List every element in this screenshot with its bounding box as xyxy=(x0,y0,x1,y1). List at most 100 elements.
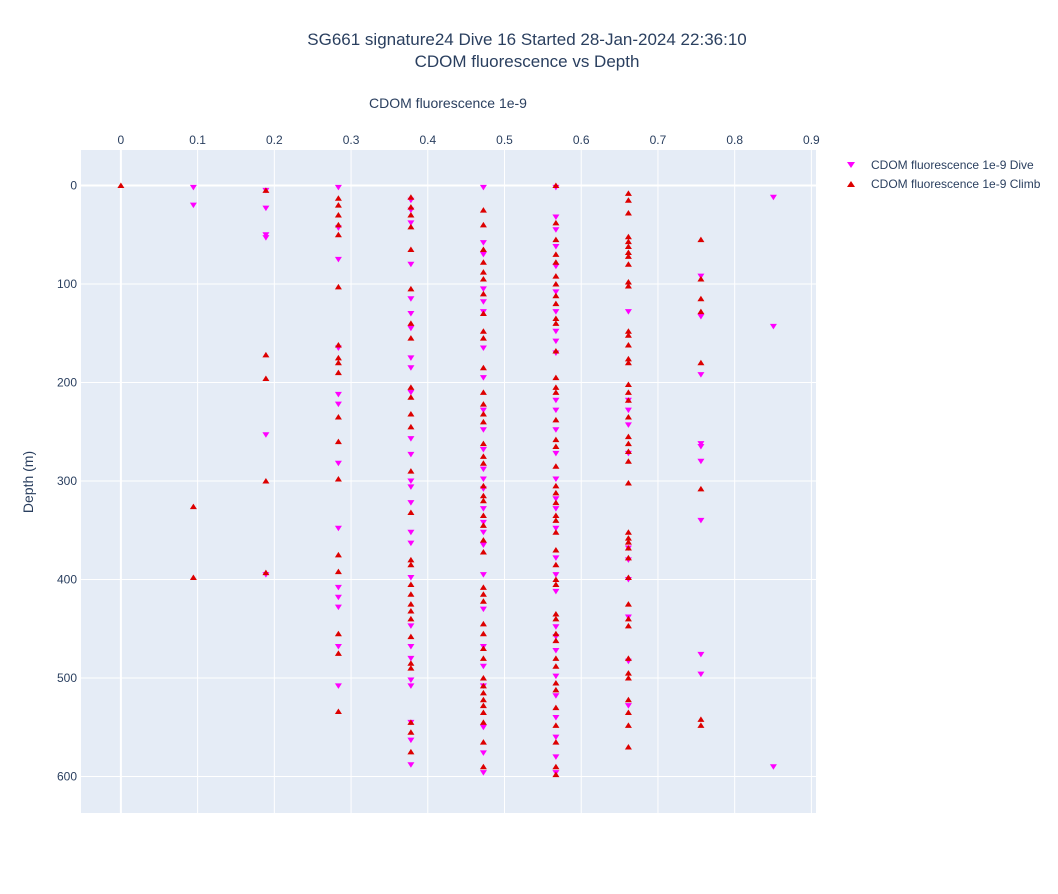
dive-point[interactable] xyxy=(479,345,487,352)
climb-point[interactable] xyxy=(552,686,560,693)
dive-point[interactable] xyxy=(552,588,560,595)
climb-point[interactable] xyxy=(552,436,560,443)
climb-point[interactable] xyxy=(624,332,632,338)
climb-point[interactable] xyxy=(334,630,342,637)
dive-point[interactable] xyxy=(552,407,560,414)
climb-point[interactable] xyxy=(552,763,560,770)
dive-point[interactable] xyxy=(334,525,342,532)
dive-point[interactable] xyxy=(624,422,632,428)
climb-point[interactable] xyxy=(624,359,632,366)
dive-point[interactable] xyxy=(407,540,415,547)
climb-point[interactable] xyxy=(624,210,632,216)
dive-point[interactable] xyxy=(407,220,415,226)
climb-point[interactable] xyxy=(624,190,632,196)
climb-point[interactable] xyxy=(334,354,342,361)
dive-point[interactable] xyxy=(769,323,777,330)
dive-point[interactable] xyxy=(479,240,487,246)
dive-point[interactable] xyxy=(479,506,487,512)
dive-point[interactable] xyxy=(189,184,197,191)
dive-point[interactable] xyxy=(552,427,560,433)
climb-point[interactable] xyxy=(262,351,270,358)
climb-point[interactable] xyxy=(479,645,487,651)
climb-point[interactable] xyxy=(407,556,415,563)
climb-point[interactable] xyxy=(334,359,342,366)
climb-point[interactable] xyxy=(479,276,487,282)
dive-point[interactable] xyxy=(552,496,560,502)
dive-point[interactable] xyxy=(334,401,342,408)
climb-point[interactable] xyxy=(479,584,487,590)
climb-point[interactable] xyxy=(479,682,487,689)
climb-point[interactable] xyxy=(479,221,487,228)
dive-point[interactable] xyxy=(407,325,415,332)
climb-point[interactable] xyxy=(552,320,560,326)
dive-point[interactable] xyxy=(769,194,777,201)
climb-point[interactable] xyxy=(552,517,560,523)
climb-point[interactable] xyxy=(624,381,632,387)
climb-point[interactable] xyxy=(624,554,632,561)
climb-point[interactable] xyxy=(552,663,560,669)
dive-point[interactable] xyxy=(407,478,415,485)
climb-point[interactable] xyxy=(624,197,632,203)
dive-point[interactable] xyxy=(407,484,415,490)
climb-point[interactable] xyxy=(552,374,560,381)
dive-point[interactable] xyxy=(552,214,560,220)
climb-point[interactable] xyxy=(552,771,560,778)
dive-point[interactable] xyxy=(334,594,342,601)
climb-point[interactable] xyxy=(479,522,487,528)
dive-point[interactable] xyxy=(479,251,487,258)
climb-point[interactable] xyxy=(407,468,415,474)
climb-point[interactable] xyxy=(624,249,632,255)
climb-point[interactable] xyxy=(552,482,560,489)
climb-point[interactable] xyxy=(552,443,560,450)
dive-point[interactable] xyxy=(697,313,705,320)
climb-point[interactable] xyxy=(334,650,342,656)
dive-point[interactable] xyxy=(407,261,415,268)
dive-point[interactable] xyxy=(552,338,560,345)
dive-point[interactable] xyxy=(407,677,415,684)
climb-point[interactable] xyxy=(697,295,705,302)
climb-point[interactable] xyxy=(262,478,270,484)
climb-point[interactable] xyxy=(407,285,415,292)
climb-point[interactable] xyxy=(479,207,487,213)
climb-point[interactable] xyxy=(479,739,487,745)
climb-point[interactable] xyxy=(552,219,560,226)
climb-point[interactable] xyxy=(479,290,487,297)
dive-point[interactable] xyxy=(624,309,632,315)
climb-point[interactable] xyxy=(479,696,487,703)
climb-point[interactable] xyxy=(552,300,560,307)
climb-point[interactable] xyxy=(552,499,560,506)
dive-point[interactable] xyxy=(697,441,705,447)
dive-point[interactable] xyxy=(552,506,560,512)
climb-point[interactable] xyxy=(334,438,342,445)
climb-point[interactable] xyxy=(552,292,560,299)
climb-point[interactable] xyxy=(624,458,632,464)
climb-point[interactable] xyxy=(552,704,560,711)
climb-point[interactable] xyxy=(552,637,560,644)
climb-point[interactable] xyxy=(624,535,632,541)
dive-point[interactable] xyxy=(479,476,487,483)
climb-point[interactable] xyxy=(624,233,632,240)
climb-point[interactable] xyxy=(407,212,415,218)
climb-point[interactable] xyxy=(697,308,705,315)
climb-point[interactable] xyxy=(334,342,342,348)
climb-point[interactable] xyxy=(479,548,487,555)
dive-point[interactable] xyxy=(334,604,342,611)
climb-point[interactable] xyxy=(697,359,705,366)
climb-point[interactable] xyxy=(479,689,487,696)
climb-point[interactable] xyxy=(552,182,560,188)
climb-point[interactable] xyxy=(407,581,415,587)
climb-point[interactable] xyxy=(624,253,632,259)
dive-point[interactable] xyxy=(407,500,415,506)
legend-item-climb[interactable]: CDOM fluorescence 1e-9 Climb xyxy=(847,177,1041,191)
dive-point[interactable] xyxy=(479,407,487,414)
climb-point[interactable] xyxy=(624,479,632,486)
climb-point[interactable] xyxy=(552,273,560,279)
dive-point[interactable] xyxy=(552,244,560,250)
dive-point[interactable] xyxy=(479,724,487,731)
dive-point[interactable] xyxy=(262,432,270,438)
climb-point[interactable] xyxy=(407,423,415,430)
climb-point[interactable] xyxy=(262,569,270,576)
climb-point[interactable] xyxy=(552,739,560,745)
dive-point[interactable] xyxy=(334,256,342,263)
climb-point[interactable] xyxy=(479,709,487,716)
